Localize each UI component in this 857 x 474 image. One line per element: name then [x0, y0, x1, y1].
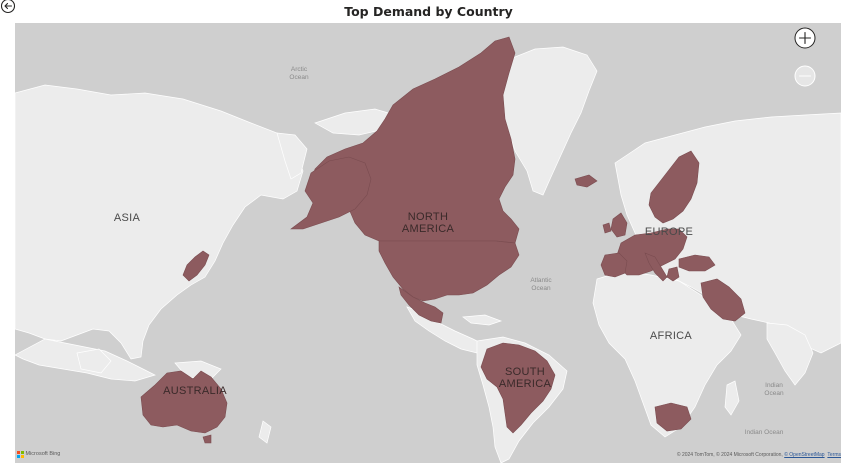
microsoft-bing-logo: Microsoft Bing: [17, 451, 60, 458]
chart-title: Top Demand by Country: [344, 4, 513, 19]
map-attribution: © 2024 TomTom, © 2024 Microsoft Corporat…: [677, 452, 841, 458]
map-canvas: ASIA NORTH AMERICA EUROPE AFRICA SOUTH A…: [15, 23, 841, 463]
region-greece[interactable]: [666, 266, 680, 282]
bing-label: Microsoft Bing: [25, 451, 61, 458]
attribution-text: © 2024 TomTom, © 2024 Microsoft Corporat…: [676, 452, 785, 458]
region-mexico[interactable]: [398, 286, 444, 324]
region-brazil[interactable]: [480, 342, 556, 434]
osm-link[interactable]: © OpenStreetMap: [784, 452, 825, 458]
region-united-states[interactable]: [378, 240, 520, 302]
label-north-america-2: AMERICA: [402, 223, 455, 235]
region-italy[interactable]: [644, 252, 668, 282]
region-japan[interactable]: [182, 250, 210, 282]
region-alaska[interactable]: [290, 156, 372, 230]
label-indian-1: Indian: [765, 382, 783, 389]
label-indian-2: Ocean: [764, 390, 784, 397]
land-kamchatka: [276, 132, 308, 180]
region-turkey[interactable]: [678, 254, 716, 272]
land-africa: [592, 270, 742, 438]
label-atlantic-1: Atlantic: [530, 277, 552, 284]
land-new-zealand: [258, 420, 272, 444]
label-asia: ASIA: [114, 212, 141, 224]
back-arrow-icon[interactable]: [0, 0, 16, 14]
zoom-in-button[interactable]: [794, 27, 816, 49]
highlighted-countries: [140, 36, 746, 444]
land-caribbean: [462, 314, 503, 326]
label-europe: EUROPE: [645, 226, 693, 238]
region-iceland[interactable]: [574, 174, 598, 188]
label-south-america-2: AMERICA: [499, 378, 552, 390]
label-indian-3: Indian Ocean: [745, 429, 784, 436]
region-tasmania[interactable]: [202, 434, 212, 444]
region-united-kingdom[interactable]: [610, 212, 628, 238]
land-asia-west: [15, 84, 304, 360]
land-india: [766, 322, 814, 386]
terms-link[interactable]: Terms: [827, 452, 841, 458]
minus-icon: [794, 65, 816, 87]
zoom-out-button[interactable]: [794, 65, 816, 87]
label-arctic-1: Arctic: [291, 66, 308, 73]
land-base: [15, 46, 841, 463]
region-australia[interactable]: [140, 370, 228, 434]
plus-icon: [794, 27, 816, 49]
label-africa: AFRICA: [650, 330, 692, 342]
label-australia: AUSTRALIA: [163, 385, 227, 397]
land-madagascar: [724, 380, 740, 416]
land-borneo: [76, 348, 112, 374]
region-saudi-arabia[interactable]: [700, 278, 746, 322]
label-atlantic-2: Ocean: [531, 285, 551, 292]
microsoft-logo-icon: [17, 451, 24, 458]
region-ireland[interactable]: [602, 222, 612, 234]
region-iberia[interactable]: [600, 252, 628, 278]
label-north-america-1: NORTH: [408, 211, 448, 223]
label-south-america-1: SOUTH: [505, 366, 545, 378]
label-arctic-2: Ocean: [289, 74, 309, 81]
ocean-labels: Arctic Ocean Atlantic Ocean Indian Ocean…: [289, 66, 784, 436]
region-scandinavia[interactable]: [648, 150, 700, 224]
region-south-africa[interactable]: [654, 402, 692, 432]
continent-labels: ASIA NORTH AMERICA EUROPE AFRICA SOUTH A…: [114, 211, 693, 397]
world-map[interactable]: ASIA NORTH AMERICA EUROPE AFRICA SOUTH A…: [15, 23, 841, 463]
